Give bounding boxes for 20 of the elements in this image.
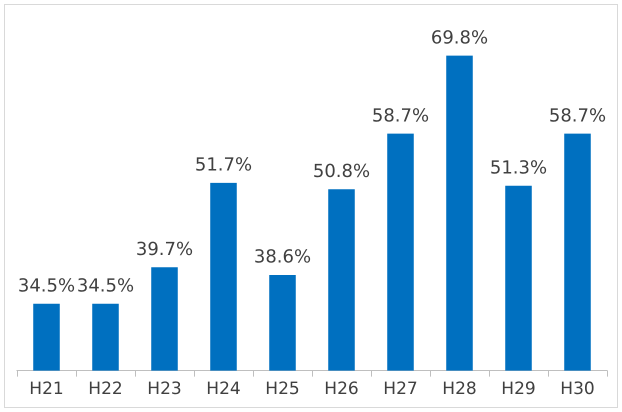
data-label: 51.3% [490, 157, 548, 178]
x-tick-label: H30 [560, 379, 595, 400]
data-label: 51.7% [194, 154, 252, 176]
x-tick-label: H23 [147, 379, 182, 400]
data-label: 58.7% [372, 105, 430, 126]
x-tick-label: H21 [29, 379, 64, 400]
x-tick-label: H25 [265, 379, 300, 400]
x-tick-label: H22 [88, 379, 123, 400]
data-label: 58.7% [548, 105, 606, 126]
x-tick-label: H28 [442, 379, 477, 400]
data-label: 50.8% [312, 160, 370, 182]
data-label: 39.7% [136, 238, 194, 260]
x-tick-label: H29 [501, 379, 536, 400]
x-tick-label: H27 [383, 379, 418, 400]
data-label: 38.6% [254, 246, 312, 268]
x-tick-label: H24 [206, 379, 241, 400]
data-label: 34.5% [76, 275, 134, 296]
data-label: 69.8% [430, 27, 488, 48]
x-tick-label: H26 [324, 379, 359, 400]
data-label: 34.5% [18, 275, 76, 296]
